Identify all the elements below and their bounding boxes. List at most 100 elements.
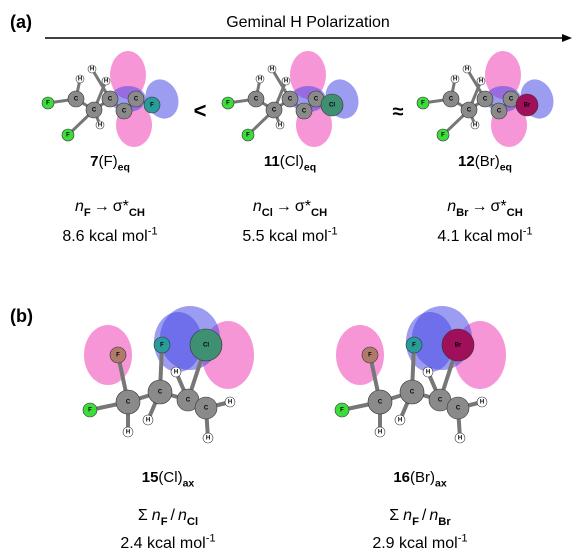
atom-label: C [158,390,163,396]
text-part: σ* [113,198,129,215]
comparator: < [194,98,207,123]
atom-label: H [465,67,469,73]
atom-label: F [150,103,154,109]
atom-label: H [206,436,210,442]
atom-label: C [314,97,319,103]
atom-label: C [108,97,113,103]
interaction: nBr→σ*CH [447,198,523,219]
text-part: / [171,507,176,524]
atom-label: H [278,123,282,129]
atom-label: H [270,67,274,73]
atom-label: H [458,436,462,442]
text-part: (Br) [410,469,435,486]
atom-label: C [92,108,97,114]
atom-label: Cl [203,343,209,349]
compound-label: 16(Br)ax [393,469,447,490]
text-part: Cl [262,207,273,219]
atom-label: F [116,353,120,359]
figure: (a) Geminal H Polarization < ≈ (b) FFCCC… [0,0,580,552]
text-part: Σ [138,507,148,524]
text-part: 16 [393,469,410,486]
compound-label: 11(Cl)eq [264,153,316,174]
atom-label: C [438,398,443,404]
atom-label: F [226,101,230,107]
atom-label: F [46,101,50,107]
text-part: -1 [458,533,468,545]
atom-label: C [467,108,472,114]
atom-label: F [160,343,164,349]
atom-label: C [483,97,488,103]
atom-label: C [126,400,131,406]
text-part: CH [311,207,327,219]
text-part: eq [118,162,130,174]
arrow-head [562,34,572,42]
text-part: 15 [142,469,159,486]
atom-label: H [90,67,94,73]
atom-label: H [78,77,82,83]
interaction: nF→σ*CH [75,198,145,219]
text-part: Br [438,516,451,528]
text-part: Σ [389,507,399,524]
atom-label: H [126,430,130,436]
text-part: n [253,198,262,215]
atom-label: F [421,101,425,107]
atom-label: H [398,418,402,424]
text-part: eq [304,162,316,174]
atom-label: C [302,109,307,115]
atom-label: C [204,406,209,412]
text-part: ax [183,478,195,490]
compound-label: 15(Cl)ax [142,469,195,490]
text-part: F [412,516,419,528]
atom-label: F [66,133,70,139]
text-part: σ* [295,198,311,215]
atom-label: F [441,133,445,139]
text-part: F [84,207,91,219]
atom-label: C [272,108,277,114]
compound-label: 7(F)eq [90,153,130,174]
atom-label: C [456,406,461,412]
energy: 4.1 kcal mol-1 [437,226,532,245]
atom-label: F [246,133,250,139]
text-part: n [178,507,187,524]
text-part: F [161,516,168,528]
atom-label: C [449,97,454,103]
atom-label: Br [455,343,462,349]
atom-label: H [228,400,232,406]
atom-label: F [368,353,372,359]
atom-label: H [378,430,382,436]
atom-label: F [340,408,344,414]
atom-label: H [258,77,262,83]
atom-label: H [174,370,178,376]
panel-label: (b) [10,306,33,326]
text-part: 8.6 kcal mol [62,228,147,245]
text-part: 2.9 kcal mol [372,535,457,552]
energy: 8.6 kcal mol-1 [62,226,157,245]
molecule: FFCCCCCHHHHBr [417,51,559,147]
molecule: FFCCCCCHHHHF [42,51,184,147]
atom-label: F [412,343,416,349]
text-part: eq [500,162,512,174]
text-part: → [276,198,292,215]
atom-label: H [284,79,288,85]
text-part: (Cl) [158,469,182,486]
atom-label: Br [524,103,531,109]
text-part: → [94,198,110,215]
text-part: n [75,198,84,215]
text-part: 5.5 kcal mol [242,228,327,245]
text-part: -1 [206,533,216,545]
text-part: CH [507,207,523,219]
text-part: σ* [491,198,507,215]
molecule: FFBrFCCCCHHHHH [335,306,506,443]
text-part: 4.1 kcal mol [437,228,522,245]
atom-label: H [104,79,108,85]
atom-label: F [88,408,92,414]
atom-label: C [410,390,415,396]
text-part: CH [129,207,145,219]
atom-label: C [497,109,502,115]
text-part: -1 [523,226,533,238]
atom-label: C [74,97,79,103]
text-part: 12 [458,153,475,170]
text-part: → [472,198,488,215]
energy: 5.5 kcal mol-1 [242,226,337,245]
